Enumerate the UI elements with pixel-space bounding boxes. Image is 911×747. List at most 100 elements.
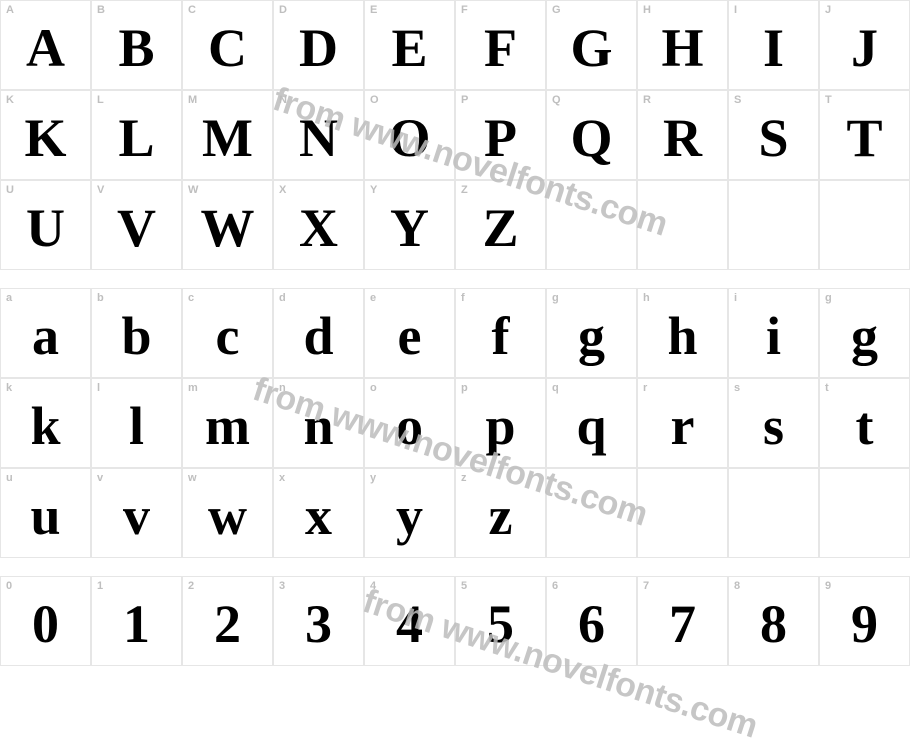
glyph-cell: RR	[637, 90, 728, 180]
cell-key-label: s	[734, 382, 740, 394]
cell-key-label: n	[279, 382, 286, 394]
cell-key-label: t	[825, 382, 829, 394]
cell-glyph: O	[388, 111, 430, 165]
cell-key-label: P	[461, 94, 468, 106]
cell-glyph: P	[484, 111, 517, 165]
cell-glyph: p	[485, 399, 515, 453]
glyph-cell: 66	[546, 576, 637, 666]
cell-key-label: U	[6, 184, 14, 196]
cell-key-label: h	[643, 292, 650, 304]
cell-glyph: J	[851, 21, 878, 75]
cell-key-label: 1	[97, 580, 103, 592]
cell-key-label: J	[825, 4, 831, 16]
glyph-cell: CC	[182, 0, 273, 90]
cell-glyph: F	[484, 21, 517, 75]
cell-glyph: x	[305, 489, 332, 543]
cell-key-label: q	[552, 382, 559, 394]
cell-glyph: m	[205, 399, 250, 453]
glyph-cell: TT	[819, 90, 910, 180]
cell-key-label: K	[6, 94, 14, 106]
glyph-cell: 33	[273, 576, 364, 666]
cell-key-label: c	[188, 292, 194, 304]
cell-glyph: i	[766, 309, 781, 363]
cell-glyph: c	[216, 309, 240, 363]
cell-glyph: b	[121, 309, 151, 363]
glyph-cell: 99	[819, 576, 910, 666]
cell-glyph: d	[303, 309, 333, 363]
cell-key-label: 2	[188, 580, 194, 592]
glyph-cell: gg	[819, 288, 910, 378]
glyph-cell: uu	[0, 468, 91, 558]
cell-glyph: g	[851, 309, 878, 363]
cell-glyph: 8	[760, 597, 787, 651]
glyph-row: aabbccddeeffgghhiigg	[0, 288, 911, 378]
cell-key-label: M	[188, 94, 197, 106]
glyph-cell: rr	[637, 378, 728, 468]
glyph-cell: ZZ	[455, 180, 546, 270]
cell-glyph: W	[201, 201, 255, 255]
cell-glyph: N	[299, 111, 338, 165]
cell-glyph: v	[123, 489, 150, 543]
cell-glyph: L	[118, 111, 154, 165]
glyph-cell: ll	[91, 378, 182, 468]
cell-glyph: g	[578, 309, 605, 363]
cell-glyph: T	[846, 111, 882, 165]
glyph-cell: mm	[182, 378, 273, 468]
block-spacer	[0, 558, 911, 576]
glyph-cell: XX	[273, 180, 364, 270]
glyph-cell: UU	[0, 180, 91, 270]
cell-key-label: 0	[6, 580, 12, 592]
glyph-block: AABBCCDDEEFFGGHHIIJJKKLLMMNNOOPPQQRRSSTT…	[0, 0, 911, 270]
cell-glyph: R	[663, 111, 702, 165]
cell-key-label: i	[734, 292, 737, 304]
cell-glyph: 4	[396, 597, 423, 651]
glyph-cell: ss	[728, 378, 819, 468]
glyph-cell: DD	[273, 0, 364, 90]
cell-key-label: g	[552, 292, 559, 304]
cell-glyph: 2	[214, 597, 241, 651]
glyph-block: 00112233445566778899	[0, 576, 911, 666]
cell-glyph: Z	[482, 201, 518, 255]
cell-key-label: Z	[461, 184, 468, 196]
cell-glyph: r	[671, 399, 695, 453]
cell-glyph: Q	[570, 111, 612, 165]
cell-key-label: v	[97, 472, 103, 484]
cell-key-label: f	[461, 292, 465, 304]
cell-key-label: G	[552, 4, 561, 16]
glyph-cell: xx	[273, 468, 364, 558]
glyph-cell: qq	[546, 378, 637, 468]
glyph-cell: VV	[91, 180, 182, 270]
glyph-cell: ff	[455, 288, 546, 378]
cell-key-label: R	[643, 94, 651, 106]
glyph-cell: II	[728, 0, 819, 90]
glyph-cell: PP	[455, 90, 546, 180]
glyph-cell: LL	[91, 90, 182, 180]
glyph-cell: BB	[91, 0, 182, 90]
cell-key-label: E	[370, 4, 377, 16]
glyph-cell: HH	[637, 0, 728, 90]
cell-key-label: F	[461, 4, 468, 16]
glyph-cell: pp	[455, 378, 546, 468]
glyph-row: AABBCCDDEEFFGGHHIIJJ	[0, 0, 911, 90]
cell-key-label: H	[643, 4, 651, 16]
cell-key-label: S	[734, 94, 741, 106]
glyph-cell: ee	[364, 288, 455, 378]
cell-glyph: U	[26, 201, 65, 255]
glyph-cell: tt	[819, 378, 910, 468]
cell-glyph: t	[856, 399, 874, 453]
glyph-cell: aa	[0, 288, 91, 378]
glyph-cell: 00	[0, 576, 91, 666]
cell-glyph: u	[30, 489, 60, 543]
cell-glyph: n	[303, 399, 333, 453]
cell-glyph: 3	[305, 597, 332, 651]
cell-glyph: e	[398, 309, 422, 363]
cell-glyph: l	[129, 399, 144, 453]
glyph-cell	[728, 180, 819, 270]
cell-key-label: e	[370, 292, 376, 304]
cell-glyph: E	[391, 21, 427, 75]
cell-key-label: 5	[461, 580, 467, 592]
glyph-cell	[637, 180, 728, 270]
glyph-cell: oo	[364, 378, 455, 468]
cell-key-label: L	[97, 94, 104, 106]
glyph-cell: AA	[0, 0, 91, 90]
